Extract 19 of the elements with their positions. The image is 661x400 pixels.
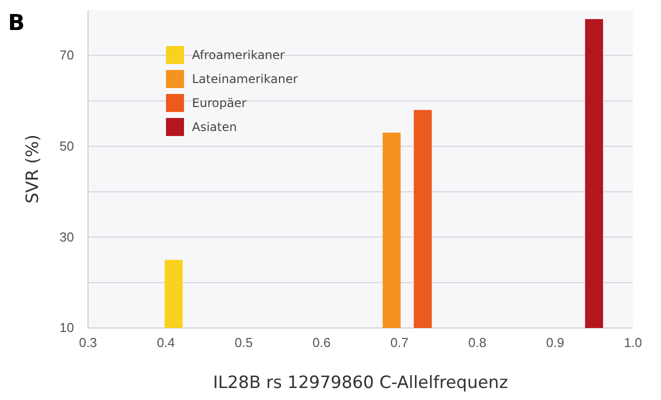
x-tick-label: 0.9 <box>546 335 564 350</box>
x-axis-title: IL28B rs 12979860 C-Allelfrequenz <box>212 373 508 393</box>
y-axis-title: SVR (%) <box>23 134 43 204</box>
legend-label: Lateinamerikaner <box>192 72 298 86</box>
x-tick-label: 0.7 <box>390 335 408 350</box>
y-tick-label: 70 <box>60 48 74 63</box>
y-tick-label: 30 <box>60 229 74 244</box>
y-tick-label: 50 <box>60 138 74 154</box>
y-tick-label: 10 <box>60 320 74 336</box>
x-tick-label: 1.0 <box>624 335 642 350</box>
x-tick-label: 0.5 <box>234 335 253 350</box>
chart-title: B <box>8 11 25 36</box>
x-tick-label: 0.4 <box>156 335 175 350</box>
legend-label: Europäer <box>192 96 247 110</box>
legend-label: Asiaten <box>192 120 237 134</box>
x-tick-label: 0.3 <box>78 335 98 350</box>
x-tick-label: 0.6 <box>312 335 331 350</box>
x-tick-label: 0.8 <box>468 335 486 350</box>
legend-label: Afroamerikaner <box>192 48 285 62</box>
